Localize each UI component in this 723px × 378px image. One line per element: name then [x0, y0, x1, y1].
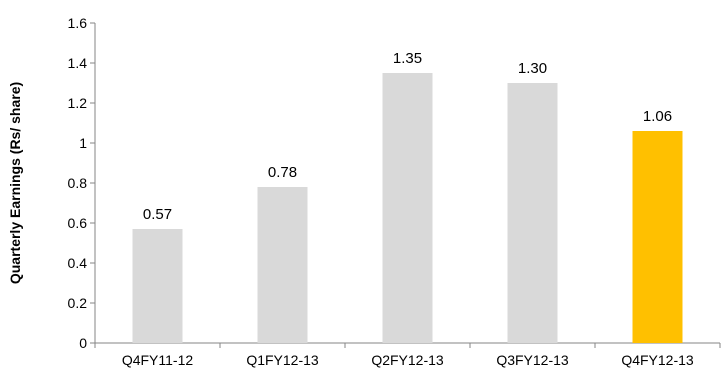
bar-value-label: 0.57: [143, 206, 172, 223]
x-tick-label: Q1FY12-13: [246, 352, 319, 368]
y-tick-label: 1.2: [68, 95, 88, 111]
bar: [632, 131, 683, 343]
bar-value-label: 1.35: [393, 50, 422, 67]
y-axis-title: Quarterly Earnings (Rs/ share): [7, 82, 23, 284]
y-tick-label: 0.6: [68, 215, 88, 231]
bar: [382, 73, 433, 343]
bar: [132, 229, 183, 343]
bar-value-label: 1.30: [518, 60, 547, 77]
x-tick-label: Q4FY12-13: [621, 352, 694, 368]
bar-value-label: 0.78: [268, 164, 297, 181]
bar: [507, 83, 558, 343]
x-axis: Q4FY11-12 Q1FY12-13 Q2FY12-13 Q3FY12-13 Q4FY…: [94, 342, 721, 368]
bar-value-label: 1.06: [643, 108, 672, 125]
y-tick-label: 0.4: [68, 255, 88, 271]
y-tick-label: 1: [79, 135, 87, 151]
x-tick-label: Q4FY11-12: [122, 352, 194, 368]
y-axis: 0 0.2 0.4 0.6 0.8 1 1.2 1.4 1.6: [68, 15, 96, 351]
bar: [257, 187, 308, 343]
x-tick-label: Q3FY12-13: [496, 352, 569, 368]
y-tick-label: 1.4: [68, 55, 88, 71]
data-labels: 0.57 0.78 1.35 1.30 1.06: [143, 50, 672, 223]
y-tick-label: 0.8: [68, 175, 88, 191]
y-tick-label: 0: [79, 335, 87, 351]
x-tick-label: Q2FY12-13: [371, 352, 444, 368]
y-tick-label: 0.2: [68, 295, 88, 311]
y-tick-label: 1.6: [68, 15, 88, 31]
bars: [132, 73, 683, 343]
